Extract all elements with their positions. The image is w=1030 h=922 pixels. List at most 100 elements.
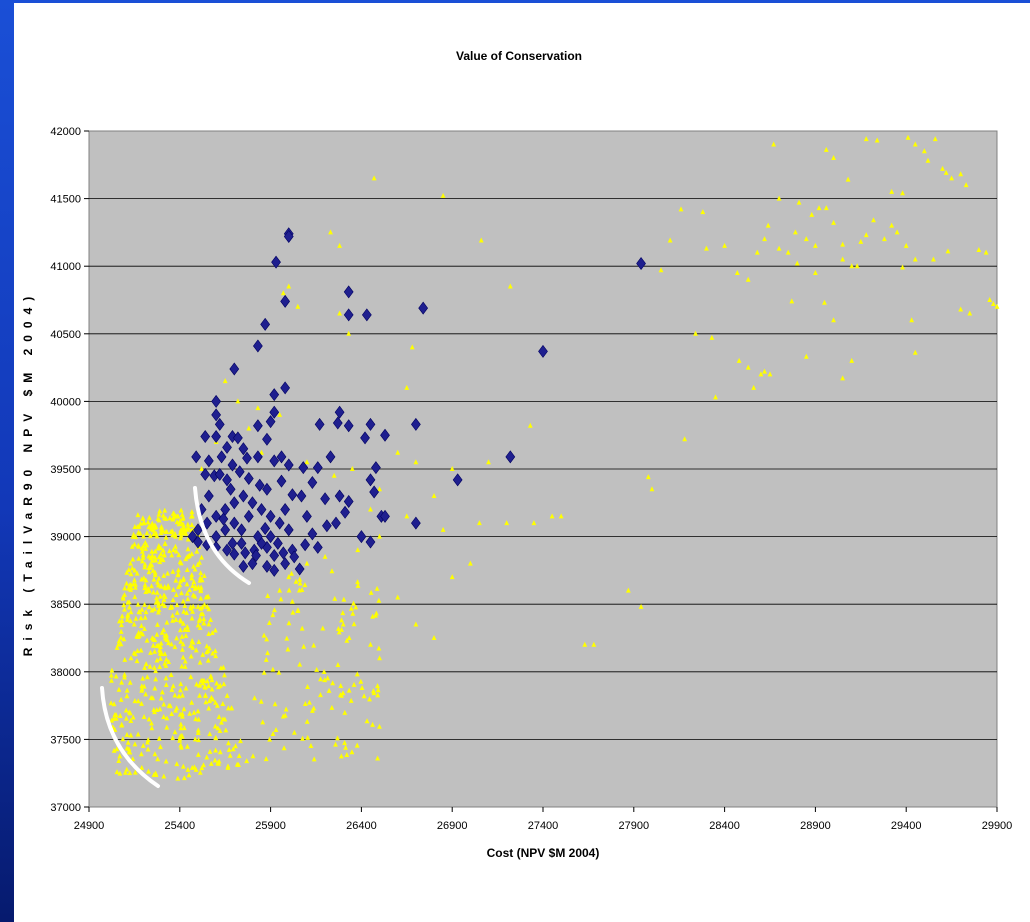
diamond-marker: [269, 388, 280, 402]
diamond-marker: [296, 489, 307, 503]
triangle-marker: [136, 629, 142, 635]
triangle-marker: [210, 650, 215, 656]
triangle-marker: [169, 686, 175, 692]
triangle-marker: [123, 769, 128, 775]
triangle-marker: [158, 695, 164, 701]
triangle-marker: [373, 610, 379, 616]
triangle-marker: [270, 612, 276, 618]
diamond-marker: [211, 394, 221, 408]
triangle-marker: [190, 639, 196, 645]
triangle-marker: [658, 267, 664, 273]
triangle-marker: [354, 742, 360, 748]
x-tick-label: 27400: [528, 820, 559, 832]
triangle-marker: [940, 165, 945, 171]
triangle-marker: [184, 581, 190, 587]
diamond-marker: [411, 417, 421, 431]
triangle-marker: [302, 701, 308, 707]
triangle-marker: [124, 687, 130, 693]
triangle-marker: [338, 682, 344, 688]
triangle-marker: [174, 761, 180, 767]
triangle-marker: [131, 621, 137, 627]
triangle-marker: [177, 711, 183, 717]
triangle-marker: [289, 598, 295, 604]
triangle-marker: [912, 349, 918, 355]
triangle-marker: [263, 756, 269, 762]
triangle-marker: [921, 148, 927, 154]
triangle-marker: [187, 552, 192, 558]
triangle-marker: [127, 679, 133, 685]
triangle-marker: [882, 236, 887, 242]
diamond-marker: [203, 489, 214, 503]
triangle-marker: [558, 513, 564, 519]
triangle-marker: [170, 612, 176, 618]
triangle-marker: [217, 749, 223, 755]
triangle-marker: [320, 625, 326, 631]
triangle-marker: [178, 681, 184, 687]
triangle-marker: [122, 656, 128, 662]
triangle-marker: [173, 543, 178, 549]
triangle-marker: [114, 769, 120, 775]
triangle-marker: [161, 592, 167, 598]
triangle-marker: [195, 708, 201, 714]
triangle-marker: [625, 587, 631, 593]
triangle-marker: [204, 643, 210, 649]
triangle-marker: [270, 731, 276, 737]
triangle-marker: [161, 596, 167, 602]
triangle-marker: [285, 646, 291, 652]
triangle-marker: [117, 713, 123, 719]
triangle-marker: [152, 648, 158, 654]
triangle-marker: [291, 729, 297, 735]
triangle-marker: [297, 580, 303, 586]
triangle-marker: [150, 642, 156, 648]
triangle-marker: [119, 679, 124, 685]
triangle-marker: [157, 664, 163, 670]
triangle-marker: [173, 577, 179, 583]
x-tick-label: 24900: [74, 820, 105, 832]
triangle-marker: [141, 575, 147, 581]
triangle-marker: [174, 602, 180, 608]
triangle-marker: [344, 637, 350, 643]
diamond-marker: [269, 405, 280, 419]
diamond-marker: [211, 408, 221, 422]
y-tick-label: 39500: [50, 464, 81, 476]
triangle-marker: [582, 641, 588, 647]
triangle-marker: [157, 593, 163, 599]
triangle-marker: [822, 299, 827, 305]
triangle-marker: [174, 609, 180, 615]
frontier-arc-upper: [193, 486, 251, 585]
triangle-marker: [983, 249, 989, 255]
triangle-marker: [128, 655, 134, 661]
gridlines: [89, 198, 997, 740]
triangle-marker: [342, 709, 348, 715]
triangle-marker: [340, 621, 346, 627]
triangle-marker: [185, 596, 191, 602]
triangle-marker: [796, 199, 802, 205]
triangle-marker: [198, 570, 204, 576]
triangle-marker: [142, 561, 148, 567]
triangle-marker: [136, 608, 142, 614]
diamond-marker: [380, 509, 390, 523]
triangle-marker: [375, 692, 381, 698]
triangle-marker: [322, 677, 328, 683]
triangle-marker: [776, 245, 782, 251]
triangle-marker: [958, 306, 964, 312]
triangle-marker: [149, 720, 154, 726]
triangle-marker: [138, 615, 144, 621]
triangle-marker: [693, 330, 698, 336]
diamond-marker: [298, 461, 309, 475]
triangle-marker: [153, 676, 159, 682]
diamond-marker: [243, 471, 254, 485]
y-tick-label: 39000: [50, 532, 81, 544]
triangle-marker: [199, 604, 205, 610]
triangle-marker: [283, 706, 289, 712]
diamond-marker: [225, 482, 236, 496]
triangle-marker: [132, 651, 138, 657]
triangle-marker: [361, 693, 367, 699]
triangle-marker: [308, 742, 314, 748]
triangle-marker: [967, 310, 973, 316]
triangle-marker: [136, 555, 142, 561]
triangle-marker: [331, 472, 337, 478]
triangle-marker: [349, 749, 355, 755]
triangle-marker: [158, 530, 164, 536]
triangle-marker: [141, 533, 146, 539]
